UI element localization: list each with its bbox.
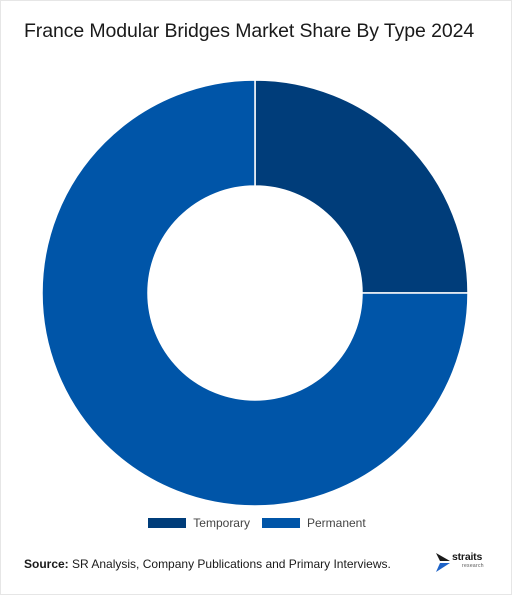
logo-sub: research [462,563,484,569]
legend-label-temporary: Temporary [193,516,250,530]
slice-temporary[interactable] [254,79,469,294]
legend-item-temporary[interactable]: Temporary [148,516,250,530]
legend: Temporary Permanent [0,516,514,530]
source-label: Source: [24,557,69,571]
slice-permanent[interactable] [41,79,469,507]
source-text: SR Analysis, Company Publications and Pr… [72,557,391,571]
legend-swatch-temporary [148,518,187,528]
legend-label-permanent: Permanent [306,516,366,530]
legend-item-permanent[interactable]: Permanent [261,516,366,530]
logo-mark-icon [436,553,450,572]
straits-logo: straits research [436,551,496,575]
legend-swatch-permanent [261,518,300,528]
logo-word: straits [452,551,483,563]
source-note: Source: SR Analysis, Company Publication… [24,557,391,571]
chart-title: France Modular Bridges Market Share By T… [24,20,475,42]
